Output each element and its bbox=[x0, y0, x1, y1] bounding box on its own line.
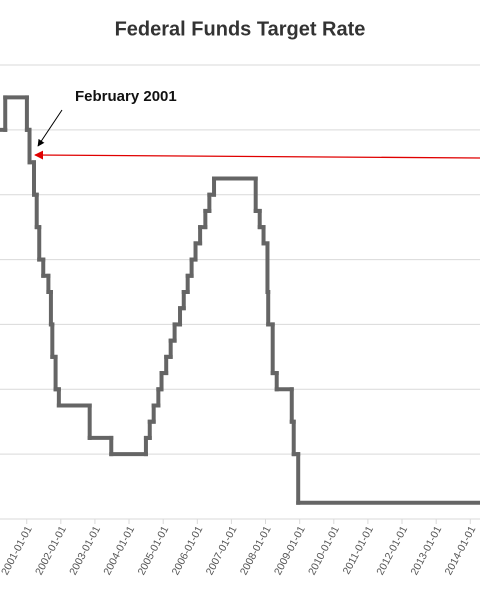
grid bbox=[0, 64, 480, 520]
x-tick-label: 2011-01-01 bbox=[341, 524, 377, 577]
x-tick-label: 2013-01-01 bbox=[408, 524, 444, 577]
x-tick-label: 2008-01-01 bbox=[238, 524, 274, 577]
x-tick-label: 2006-01-01 bbox=[170, 524, 206, 577]
x-tick-label: 2004-01-01 bbox=[101, 524, 137, 577]
x-tick-label: 2005-01-01 bbox=[135, 524, 171, 577]
series bbox=[0, 95, 480, 505]
annotation-arrow bbox=[37, 109, 63, 147]
x-tick-label: 2001-01-01 bbox=[0, 524, 35, 577]
x-tick-label: 2007-01-01 bbox=[204, 524, 240, 577]
x-tick-label: 2010-01-01 bbox=[306, 524, 342, 577]
annotation: February 2001 bbox=[75, 88, 177, 105]
x-axis: 2001-01-012002-01-012003-01-012004-01-01… bbox=[0, 519, 478, 577]
chart-title: Federal Funds Target Rate bbox=[115, 18, 366, 40]
x-tick-label: 2009-01-01 bbox=[272, 524, 308, 577]
pointer-arrow bbox=[34, 150, 480, 160]
x-tick-label: 2014-01-01 bbox=[443, 524, 479, 577]
x-tick-label: 2012-01-01 bbox=[374, 524, 410, 577]
x-tick-label: 2003-01-01 bbox=[67, 524, 103, 577]
x-tick-label: 2002-01-01 bbox=[33, 524, 69, 577]
